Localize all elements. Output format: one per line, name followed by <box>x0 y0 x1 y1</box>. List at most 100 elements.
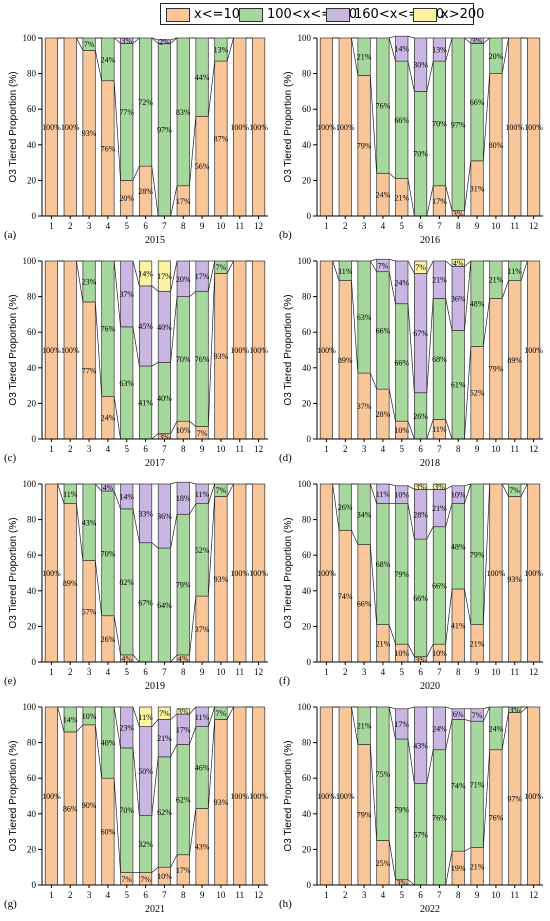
bar-segment <box>139 37 153 167</box>
connector-line <box>113 778 121 873</box>
connector-line <box>151 37 159 41</box>
data-label: 19% <box>451 864 466 873</box>
connector-line <box>151 756 159 816</box>
connector-line <box>170 481 178 485</box>
y-tick-label: 0 <box>32 434 37 444</box>
connector-line <box>113 615 121 655</box>
data-label: 11% <box>195 713 210 722</box>
connector-line <box>369 483 378 504</box>
chart-svg: O3 Tiered Proportion (%) 0 20 40 60 80 100 100%… <box>279 479 543 692</box>
connector-line <box>520 706 528 713</box>
y-tick-label: 0 <box>307 211 312 221</box>
connector-line <box>389 35 396 39</box>
data-label: 97% <box>451 120 466 129</box>
connector-line <box>94 724 103 779</box>
x-tick-label: 11 <box>510 890 519 900</box>
data-label: 76% <box>101 325 116 334</box>
connector-line <box>132 166 140 181</box>
data-label: 28% <box>413 510 428 519</box>
data-label: 100% <box>230 792 249 801</box>
data-label: 68% <box>376 560 391 569</box>
data-label: 100% <box>317 792 336 801</box>
connector-line <box>332 260 340 281</box>
connector-line <box>445 485 453 490</box>
data-label: 10% <box>394 649 409 658</box>
bar-segment <box>338 483 352 531</box>
data-label: 66% <box>394 358 409 367</box>
data-label: 37% <box>357 402 372 411</box>
y-tick-label: 0 <box>307 434 312 444</box>
data-label: 3% <box>121 37 132 46</box>
x-tick-label: 6 <box>143 890 148 900</box>
connector-line <box>426 298 434 393</box>
data-label: 57% <box>413 830 428 839</box>
data-label: 93% <box>507 575 522 584</box>
y-tick-label: 60 <box>27 550 37 560</box>
bar-segment <box>489 37 503 74</box>
x-tick-label: 3 <box>362 221 367 231</box>
connector-line <box>464 346 472 440</box>
connector-line <box>389 483 396 487</box>
data-label: 93% <box>214 798 229 807</box>
x-tick-label: 9 <box>475 444 480 454</box>
data-label: 3% <box>415 655 426 664</box>
data-label: 62% <box>176 796 191 805</box>
data-label: 24% <box>101 414 116 423</box>
bar-segment <box>139 260 153 287</box>
chart-svg: O3 Tiered Proportion (%) 0 20 40 60 80 100 100%… <box>279 256 543 469</box>
connector-line <box>189 503 197 515</box>
connector-line <box>482 706 491 722</box>
x-tick-label: 10 <box>216 221 226 231</box>
data-label: 33% <box>138 509 153 518</box>
data-label: 40% <box>101 739 116 748</box>
data-label: 100% <box>249 569 268 578</box>
data-label: 62% <box>157 808 172 817</box>
x-tick-label: 2 <box>343 667 348 677</box>
connector-line <box>482 749 491 848</box>
connector-line <box>426 749 434 784</box>
data-label: 32% <box>138 840 153 849</box>
x-tick-label: 9 <box>200 667 205 677</box>
chart-panel-a: O3 Tiered Proportion (%) 0 20 40 60 80 100 100%… <box>0 28 275 251</box>
bar-segment <box>195 260 209 292</box>
connector-line <box>94 50 103 81</box>
bar-segment <box>508 706 522 713</box>
x-tick-label: 6 <box>418 221 423 231</box>
x-tick-label: 11 <box>510 221 519 231</box>
data-label: 100% <box>249 346 268 355</box>
x-tick-label: 5 <box>400 444 405 454</box>
bar-segment <box>157 706 171 720</box>
data-label: 70% <box>413 150 428 159</box>
connector-line <box>57 483 65 504</box>
data-label: 17% <box>432 197 447 206</box>
data-label: 41% <box>138 399 153 408</box>
x-tick-label: 2 <box>68 221 73 231</box>
data-label: 13% <box>214 46 229 55</box>
y-tick-label: 40 <box>302 140 312 150</box>
x-tick-label: 1 <box>324 667 329 677</box>
data-label: 67% <box>413 329 428 338</box>
panel-label: (g) <box>4 898 17 910</box>
y-tick-label: 0 <box>307 880 312 890</box>
data-label: 36% <box>451 294 466 303</box>
data-label: 17% <box>157 272 172 281</box>
data-label: 17% <box>394 720 409 729</box>
bar-segment <box>120 37 134 44</box>
legend-label: x<=100 <box>194 7 249 22</box>
x-tick-label: 5 <box>400 221 405 231</box>
y-tick-label: 100 <box>23 256 37 266</box>
panel-label: (a) <box>4 229 17 241</box>
data-label: 34% <box>357 510 372 519</box>
x-tick-label: 10 <box>216 444 226 454</box>
data-label: 7% <box>472 711 483 720</box>
legend-swatch <box>166 8 190 22</box>
data-label: 56% <box>195 162 210 171</box>
x-tick-label: 12 <box>254 890 263 900</box>
data-label: 90% <box>82 801 97 810</box>
bar-segment <box>82 37 96 51</box>
data-label: 52% <box>195 546 210 555</box>
bar-segment <box>357 706 371 745</box>
bar-segment <box>195 37 209 117</box>
data-label: 77% <box>82 366 97 375</box>
data-label: 66% <box>394 116 409 125</box>
